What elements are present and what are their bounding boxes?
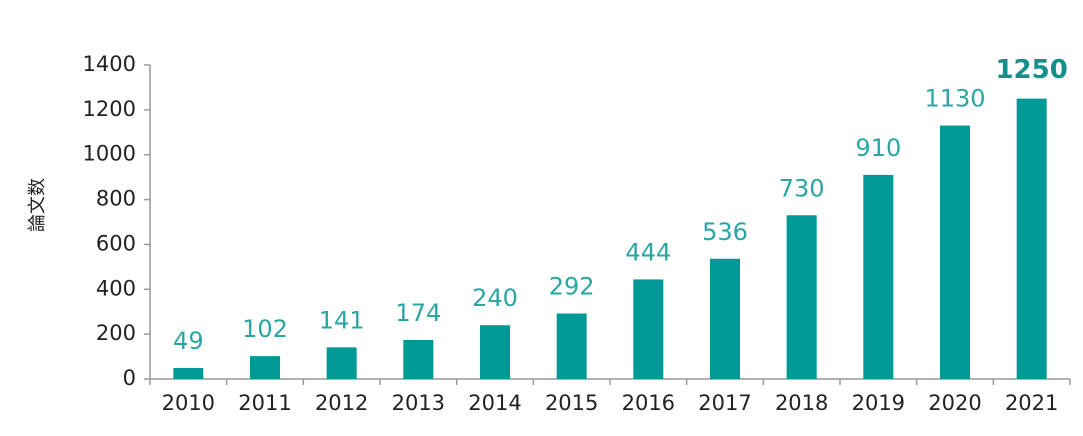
x-tick-label: 2016	[622, 391, 675, 415]
y-tick-label: 0	[123, 366, 136, 390]
data-label: 102	[242, 315, 288, 343]
y-tick-label: 600	[96, 231, 136, 255]
x-tick-label: 2019	[852, 391, 905, 415]
data-label: 910	[855, 134, 901, 162]
bar	[940, 125, 970, 379]
data-label: 1130	[924, 85, 985, 113]
y-tick-label: 400	[96, 276, 136, 300]
x-tick-label: 2021	[1005, 391, 1058, 415]
data-label: 240	[472, 284, 518, 312]
x-tick-label: 2010	[162, 391, 215, 415]
data-label: 141	[319, 306, 365, 334]
bar	[250, 356, 280, 379]
bar	[710, 258, 740, 379]
bar	[173, 368, 204, 379]
x-tick-label: 2014	[468, 391, 521, 415]
bar	[480, 325, 510, 379]
y-tick-label: 1400	[83, 52, 136, 76]
x-tick-label: 2020	[928, 391, 981, 415]
x-tick-label: 2018	[775, 391, 828, 415]
bar	[326, 347, 357, 379]
y-tick-label: 1200	[83, 97, 136, 121]
x-tick-label: 2017	[698, 391, 751, 415]
bar	[1016, 98, 1047, 380]
data-label: 49	[173, 327, 204, 355]
y-tick-label: 200	[96, 321, 136, 345]
bar	[556, 313, 587, 379]
data-label: 174	[395, 299, 441, 327]
bar	[633, 279, 664, 379]
bar	[403, 339, 434, 379]
x-tick-label: 2015	[545, 391, 598, 415]
bar	[786, 215, 817, 379]
y-tick-label: 1000	[83, 142, 136, 166]
data-label: 292	[549, 273, 595, 301]
y-axis-label: 論文数	[27, 178, 48, 232]
x-tick-label: 2013	[392, 391, 445, 415]
bar	[863, 174, 894, 379]
x-tick-label: 2011	[238, 391, 291, 415]
data-label: 1250	[995, 55, 1067, 85]
x-tick-label: 2012	[315, 391, 368, 415]
data-label: 444	[625, 238, 671, 266]
data-label: 730	[779, 174, 825, 202]
y-tick-label: 800	[96, 187, 136, 211]
data-label: 536	[702, 218, 748, 246]
